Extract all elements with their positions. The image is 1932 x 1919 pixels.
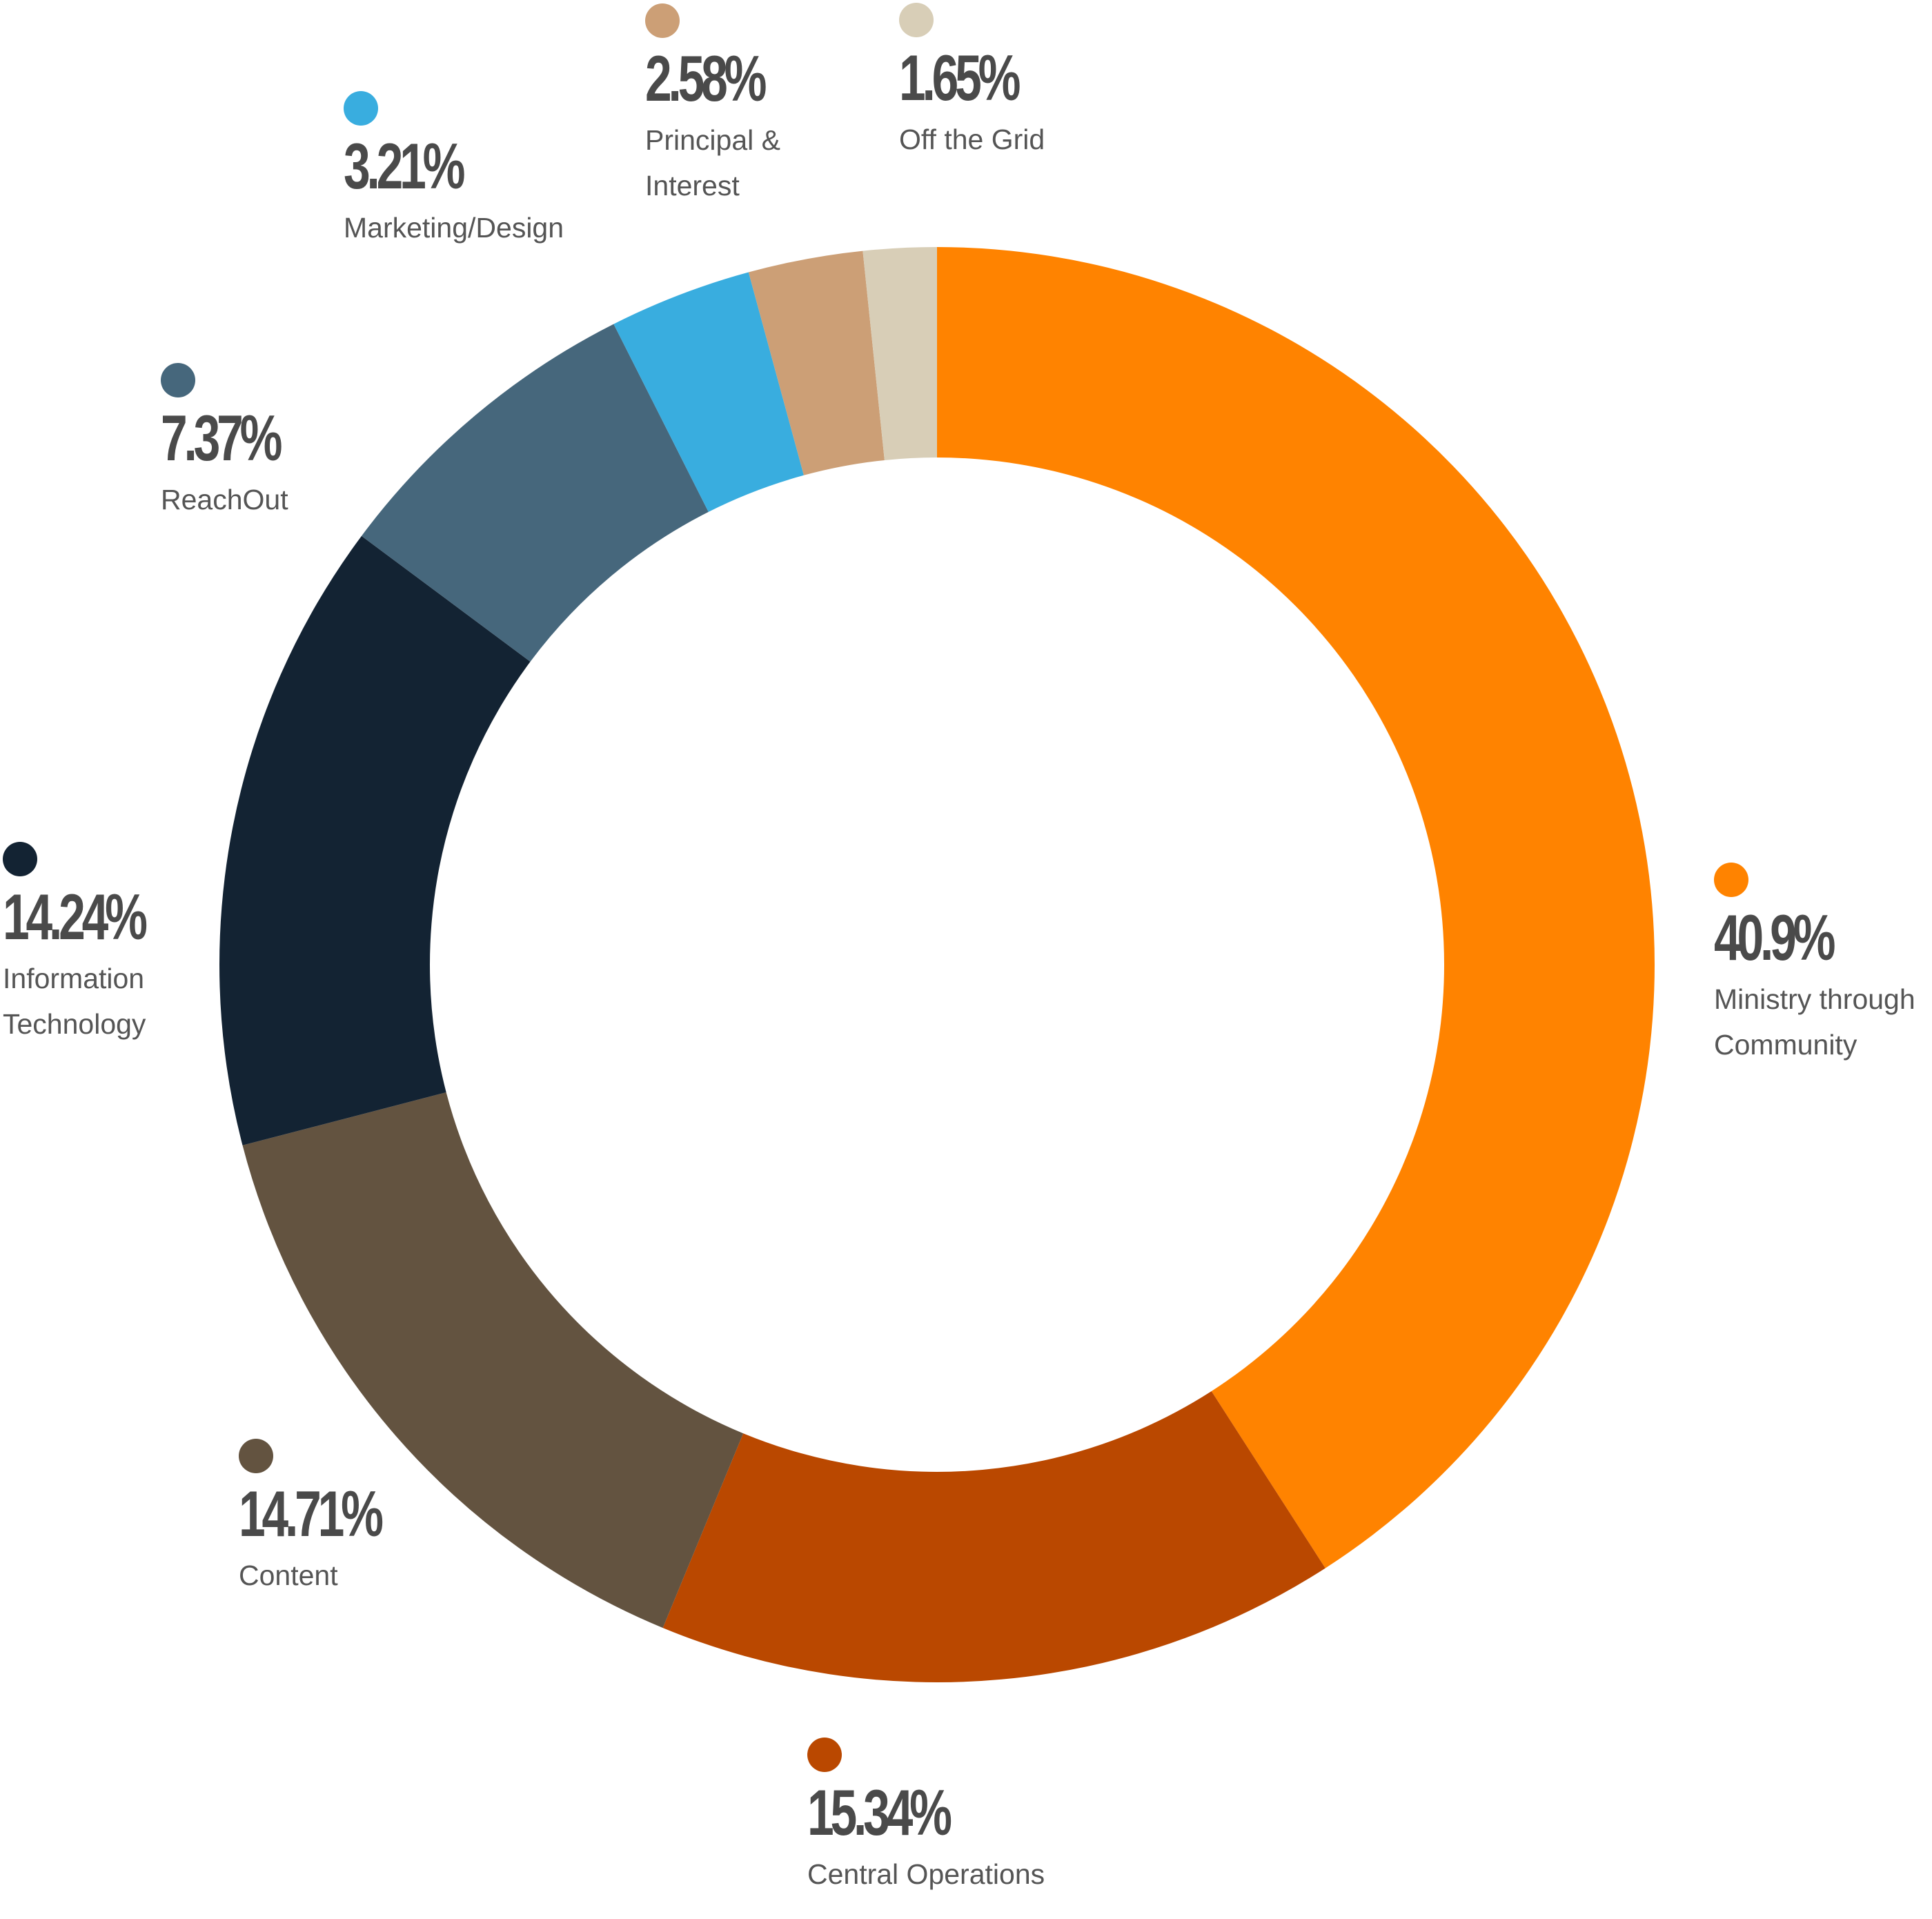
percent-off-the-grid: 1.65% (899, 41, 1021, 114)
legend-dot-off-the-grid (899, 3, 934, 37)
legend-dot-central-operations (807, 1738, 842, 1772)
legend-dot-principal-interest (645, 3, 680, 38)
percent-reachout: 7.37% (161, 402, 283, 474)
legend-dot-reachout (161, 363, 195, 397)
name-principal-interest: Principal & Interest (645, 124, 780, 201)
label-ministry-through-community: 40.9% Ministry through Community (1714, 863, 1915, 1067)
percent-principal-interest: 2.58% (645, 42, 767, 115)
name-information-technology: Information Technology (3, 963, 146, 1040)
slice-information-technology (219, 535, 531, 1145)
percent-ministry-through-community: 40.9% (1714, 901, 1836, 974)
label-central-operations: 15.34% Central Operations (807, 1738, 1045, 1898)
slice-off-the-grid (862, 247, 937, 460)
name-off-the-grid: Off the Grid (899, 124, 1045, 155)
slice-marketing-design (613, 272, 804, 512)
legend-dot-information-technology (3, 842, 37, 876)
name-central-operations: Central Operations (807, 1858, 1045, 1890)
label-information-technology: 14.24% Information Technology (3, 842, 194, 1047)
label-content: 14.71% Content (239, 1439, 430, 1599)
name-content: Content (239, 1559, 338, 1591)
slice-principal-interest (748, 250, 885, 475)
slice-central-operations (662, 1391, 1325, 1682)
slice-ministry-through-community (937, 247, 1655, 1568)
name-reachout: ReachOut (161, 484, 288, 515)
name-marketing-design: Marketing/Design (344, 212, 564, 244)
legend-dot-content (239, 1439, 273, 1473)
percent-central-operations: 15.34% (807, 1776, 952, 1849)
slice-reachout (361, 324, 709, 662)
percent-content: 14.71% (239, 1477, 384, 1550)
legend-dot-ministry-through-community (1714, 863, 1748, 897)
legend-dot-marketing-design (344, 91, 378, 126)
percent-marketing-design: 3.21% (344, 130, 466, 202)
label-marketing-design: 3.21% Marketing/Design (344, 91, 564, 251)
label-off-the-grid: 1.65% Off the Grid (899, 3, 1059, 163)
label-reachout: 7.37% ReachOut (161, 363, 321, 523)
percent-information-technology: 14.24% (3, 880, 148, 953)
slice-content (242, 1092, 744, 1628)
name-ministry-through-community: Ministry through Community (1714, 983, 1915, 1061)
label-principal-interest: 2.58% Principal & Interest (645, 3, 805, 208)
